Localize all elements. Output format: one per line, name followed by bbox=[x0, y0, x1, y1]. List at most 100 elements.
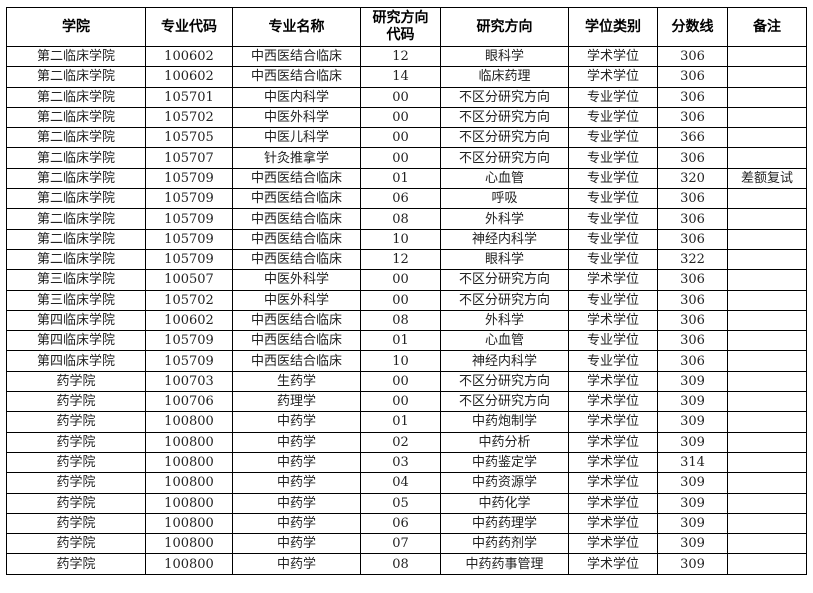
cell-major-code: 105702 bbox=[145, 289, 233, 311]
cell-degree-type: 专业学位 bbox=[568, 330, 658, 352]
cell-college: 药学院 bbox=[6, 411, 146, 433]
table-row: 药学院 100706 药理学 00 不区分研究方向 学术学位 309 bbox=[6, 391, 807, 413]
cell-major-code: 105709 bbox=[145, 188, 233, 210]
cell-score-line: 306 bbox=[657, 309, 728, 332]
cell-major-code: 100507 bbox=[145, 269, 233, 291]
cell-major-code: 105709 bbox=[145, 330, 233, 352]
cell-remarks bbox=[727, 289, 807, 311]
cell-degree-type: 学术学位 bbox=[568, 492, 658, 514]
cell-major-name: 生药学 bbox=[232, 370, 361, 393]
cell-college: 第二临床学院 bbox=[6, 167, 146, 190]
cell-remarks bbox=[727, 188, 807, 210]
cell-college: 药学院 bbox=[6, 370, 146, 393]
cell-major-name: 中西医结合临床 bbox=[232, 228, 361, 250]
cell-score-line: 306 bbox=[657, 269, 728, 291]
cell-major-name: 中西医结合临床 bbox=[232, 188, 361, 210]
cell-major-name: 中药学 bbox=[232, 431, 361, 453]
cell-major-name: 中医外科学 bbox=[232, 106, 361, 129]
cell-direction-code: 05 bbox=[360, 492, 441, 514]
cell-direction: 临床药理 bbox=[440, 66, 569, 88]
cell-remarks bbox=[727, 553, 807, 575]
cell-degree-type: 学术学位 bbox=[568, 309, 658, 332]
cell-college: 药学院 bbox=[6, 472, 146, 494]
cell-degree-type: 专业学位 bbox=[568, 167, 658, 190]
cell-direction: 外科学 bbox=[440, 309, 569, 332]
cell-major-code: 100602 bbox=[145, 66, 233, 88]
cell-degree-type: 专业学位 bbox=[568, 188, 658, 210]
cell-major-name: 中医外科学 bbox=[232, 269, 361, 291]
cell-major-name: 中药学 bbox=[232, 492, 361, 514]
cell-remarks bbox=[727, 411, 807, 433]
cell-major-code: 105707 bbox=[145, 147, 233, 169]
cell-remarks bbox=[727, 86, 807, 108]
cell-direction-code: 10 bbox=[360, 228, 441, 250]
cell-direction-code: 07 bbox=[360, 533, 441, 555]
cell-major-name: 中医外科学 bbox=[232, 289, 361, 311]
cell-major-code: 105709 bbox=[145, 208, 233, 230]
cell-score-line: 306 bbox=[657, 208, 728, 230]
cell-major-name: 中西医结合临床 bbox=[232, 167, 361, 190]
cell-direction: 不区分研究方向 bbox=[440, 86, 569, 108]
cell-direction-code: 00 bbox=[360, 370, 441, 393]
table-row: 第二临床学院 105702 中医外科学 00 不区分研究方向 专业学位 306 bbox=[6, 106, 807, 129]
cell-direction: 不区分研究方向 bbox=[440, 289, 569, 311]
cell-direction: 中药鉴定学 bbox=[440, 451, 569, 474]
cell-remarks bbox=[727, 269, 807, 291]
cell-score-line: 306 bbox=[657, 188, 728, 210]
cell-direction: 呼吸 bbox=[440, 188, 569, 210]
header-row: 学院 专业代码 专业名称 研究方向代码 研究方向 学位类别 分数线 备注 bbox=[6, 7, 807, 47]
cell-college: 第二临床学院 bbox=[6, 208, 146, 230]
cell-remarks bbox=[727, 512, 807, 535]
cell-college: 第二临床学院 bbox=[6, 66, 146, 88]
cell-major-name: 中西医结合临床 bbox=[232, 330, 361, 352]
cell-degree-type: 专业学位 bbox=[568, 86, 658, 108]
cell-college: 药学院 bbox=[6, 553, 146, 575]
cell-score-line: 306 bbox=[657, 228, 728, 250]
cell-direction-code: 14 bbox=[360, 66, 441, 88]
cell-direction: 外科学 bbox=[440, 208, 569, 230]
cell-remarks bbox=[727, 248, 807, 271]
cell-direction-code: 06 bbox=[360, 512, 441, 535]
table-row: 第四临床学院 105709 中西医结合临床 01 心血管 专业学位 306 bbox=[6, 330, 807, 352]
cell-degree-type: 学术学位 bbox=[568, 533, 658, 555]
cell-major-code: 100800 bbox=[145, 512, 233, 535]
cell-remarks bbox=[727, 309, 807, 332]
cell-score-line: 309 bbox=[657, 431, 728, 453]
table-row: 药学院 100800 中药学 01 中药炮制学 学术学位 309 bbox=[6, 411, 807, 433]
cell-remarks bbox=[727, 66, 807, 88]
cell-score-line: 306 bbox=[657, 147, 728, 169]
cell-major-code: 105709 bbox=[145, 350, 233, 372]
cell-college: 第二临床学院 bbox=[6, 228, 146, 250]
cell-college: 第四临床学院 bbox=[6, 330, 146, 352]
cell-direction-code: 08 bbox=[360, 208, 441, 230]
cell-score-line: 309 bbox=[657, 370, 728, 393]
cell-score-line: 309 bbox=[657, 391, 728, 413]
cell-direction-code: 12 bbox=[360, 248, 441, 271]
cell-major-name: 药理学 bbox=[232, 391, 361, 413]
table-row: 药学院 100800 中药学 04 中药资源学 学术学位 309 bbox=[6, 472, 807, 494]
cell-direction: 不区分研究方向 bbox=[440, 370, 569, 393]
cell-remarks bbox=[727, 350, 807, 372]
cell-major-name: 中西医结合临床 bbox=[232, 248, 361, 271]
cell-remarks bbox=[727, 492, 807, 514]
cell-score-line: 306 bbox=[657, 45, 728, 68]
header-remarks: 备注 bbox=[727, 7, 807, 47]
cell-degree-type: 学术学位 bbox=[568, 431, 658, 453]
cell-degree-type: 学术学位 bbox=[568, 472, 658, 494]
cell-direction: 不区分研究方向 bbox=[440, 106, 569, 129]
admission-score-table: 学院 专业代码 专业名称 研究方向代码 研究方向 学位类别 分数线 备注 第二临… bbox=[6, 7, 807, 575]
cell-major-code: 100800 bbox=[145, 411, 233, 433]
table-row: 第三临床学院 100507 中医外科学 00 不区分研究方向 学术学位 306 bbox=[6, 269, 807, 291]
cell-college: 第二临床学院 bbox=[6, 188, 146, 210]
cell-remarks bbox=[727, 208, 807, 230]
table-row: 第二临床学院 105705 中医儿科学 00 不区分研究方向 专业学位 366 bbox=[6, 127, 807, 149]
cell-score-line: 314 bbox=[657, 451, 728, 474]
table-row: 第二临床学院 105709 中西医结合临床 10 神经内科学 专业学位 306 bbox=[6, 228, 807, 250]
cell-direction-code: 00 bbox=[360, 391, 441, 413]
cell-direction-code: 08 bbox=[360, 553, 441, 575]
cell-major-name: 中医儿科学 bbox=[232, 127, 361, 149]
cell-major-name: 中西医结合临床 bbox=[232, 350, 361, 372]
cell-degree-type: 专业学位 bbox=[568, 106, 658, 129]
cell-remarks bbox=[727, 451, 807, 474]
cell-score-line: 306 bbox=[657, 106, 728, 129]
